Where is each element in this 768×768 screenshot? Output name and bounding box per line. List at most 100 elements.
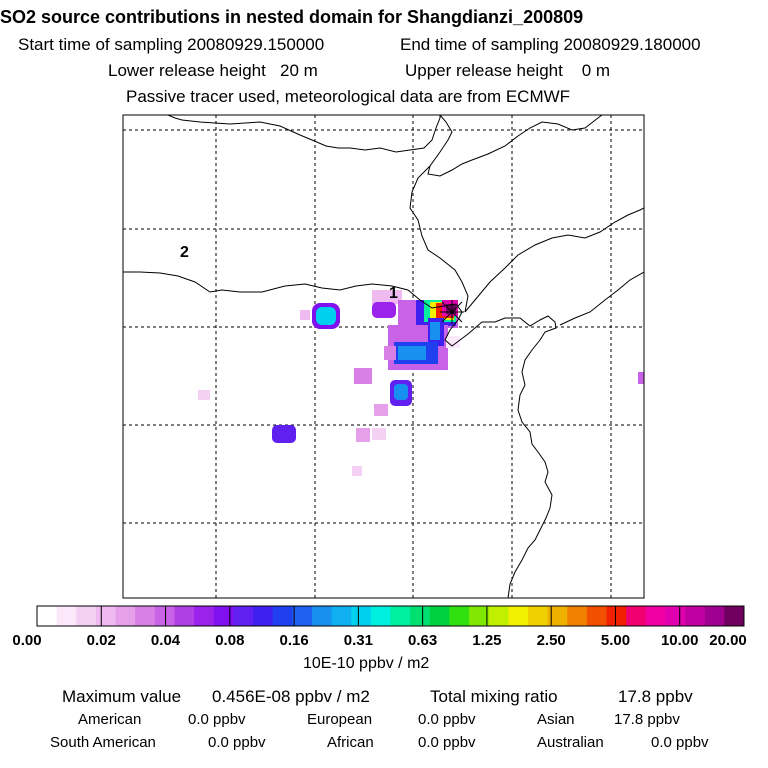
colorbar-cell (272, 606, 293, 626)
colorbar-cell (351, 606, 372, 626)
american-value: 0.0 ppbv (188, 711, 246, 728)
colorbar-tick-label: 0.31 (343, 632, 373, 649)
south-american-value: 0.0 ppbv (208, 734, 266, 751)
map-frame (122, 114, 645, 599)
colorbar-cell (292, 606, 313, 626)
colorbar-cell (37, 606, 58, 626)
colorbar-frame (36, 605, 745, 627)
colorbar-tick-label: 5.00 (600, 632, 631, 649)
colorbar-tick-label: 0.08 (215, 632, 245, 649)
asian-value: 17.8 ppbv (614, 711, 680, 728)
plume-cell (446, 336, 460, 348)
plume-cell (300, 310, 310, 320)
colorbar-cell (724, 606, 745, 626)
colorbar-cell (76, 606, 97, 626)
colorbar-cell (508, 606, 529, 626)
end-time-label: End time of sampling 20080929.180000 (400, 35, 701, 54)
colorbar-cell (311, 606, 332, 626)
colorbar-cell (135, 606, 156, 626)
max-value: 0.456E-08 ppbv / m2 (212, 687, 370, 706)
american-label: American (78, 711, 142, 728)
plot-title: SO2 source contributions in nested domai… (0, 7, 584, 27)
plume-cell (272, 425, 296, 443)
colorbar-tick-label: 1.25 (472, 632, 502, 649)
plume-cell (356, 428, 370, 442)
african-value: 0.0 ppbv (418, 734, 476, 751)
colorbar-tick-label: 0.16 (279, 632, 309, 649)
concentration-field (198, 290, 644, 476)
coastlines (123, 115, 644, 598)
colorbar-cell (645, 606, 666, 626)
colorbar-cell (95, 606, 116, 626)
upper-release-label: Upper release height 0 m (405, 61, 611, 80)
plume-cell (372, 428, 386, 440)
border-line (464, 207, 644, 313)
colorbar-cell (547, 606, 568, 626)
plume-cell (430, 322, 440, 340)
colorbar-unit-label: 10E-10 ppbv / m2 (303, 655, 430, 672)
colorbar-cell (370, 606, 391, 626)
plume-cell (198, 390, 210, 400)
plume-cell (372, 290, 402, 304)
south-american-label: South American (50, 734, 156, 751)
colorbar-cell (429, 606, 450, 626)
info-label: Passive tracer used, meteorological data… (126, 87, 571, 106)
plume-cell (352, 466, 362, 476)
plume-cell (394, 384, 408, 400)
colorbar-cells (37, 606, 745, 626)
colorbar-tick-label: 0.04 (150, 632, 181, 649)
colorbar-cell (527, 606, 549, 626)
plume-cell (316, 307, 336, 325)
station-marker-icon (440, 300, 464, 324)
colorbar-cell (469, 606, 490, 626)
plume-cell (446, 304, 456, 314)
african-label: African (327, 734, 374, 751)
colorbar-cell (626, 606, 647, 626)
region-label-2: 2 (180, 244, 189, 261)
colorbar-cell (56, 606, 77, 626)
plume-cell (638, 372, 644, 384)
colorbar-cell (174, 606, 195, 626)
max-value-label: Maximum value (62, 687, 182, 706)
plume-cell (384, 346, 396, 360)
colorbar-cell (154, 606, 175, 626)
colorbar-cell (410, 606, 431, 626)
colorbar-tick-label: 0.63 (408, 632, 438, 649)
colorbar-cell (213, 606, 234, 626)
plume-cell (398, 346, 426, 360)
colorbar-tick-label: 10.00 (660, 632, 699, 649)
region-label-1: 1 (389, 285, 398, 302)
colorbar-cell (567, 606, 588, 626)
colorbar-tick-label: 0.00 (12, 632, 42, 649)
plume-cell (354, 368, 372, 384)
plume-cell (372, 302, 396, 318)
plume-cell (374, 404, 388, 416)
colorbar-cell (449, 606, 470, 626)
european-label: European (307, 711, 373, 728)
colorbar-cell (390, 606, 411, 626)
colorbar-cell (606, 606, 627, 626)
colorbar-tick-label: 2.50 (536, 632, 566, 649)
border-line (427, 115, 603, 177)
colorbar-cell (704, 606, 725, 626)
european-value: 0.0 ppbv (418, 711, 476, 728)
colorbar-cell (488, 606, 509, 626)
colorbar-cell (586, 606, 607, 626)
lower-release-label: Lower release height 20 m (108, 61, 318, 80)
total-value: 17.8 ppbv (618, 687, 693, 706)
colorbar-cell (665, 606, 686, 626)
border-line (167, 115, 441, 153)
colorbar-cell (331, 606, 352, 626)
border-line (409, 165, 469, 313)
start-time-label: Start time of sampling 20080929.150000 (18, 35, 325, 54)
colorbar-tick-label: 0.02 (86, 632, 116, 649)
colorbar-cell (194, 606, 215, 626)
australian-value: 0.0 ppbv (651, 734, 709, 751)
colorbar-cell (115, 606, 136, 626)
map-content (123, 115, 644, 598)
total-label: Total mixing ratio (430, 687, 558, 706)
australian-label: Australian (537, 734, 604, 751)
colorbar-cell (253, 606, 274, 626)
